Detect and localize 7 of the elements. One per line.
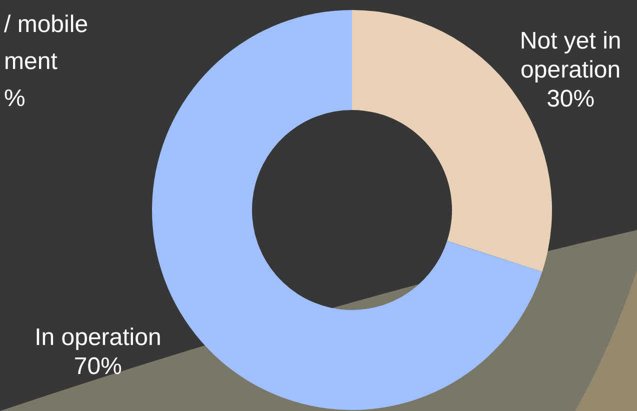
text: % (4, 85, 26, 112)
data-label: 70% (74, 352, 122, 380)
text: ment (4, 48, 58, 75)
slice-label: Not yet in operation (520, 27, 622, 84)
slice-label: In operation (34, 324, 162, 351)
data-label: 30% (546, 85, 595, 112)
text: / mobile (4, 11, 88, 38)
